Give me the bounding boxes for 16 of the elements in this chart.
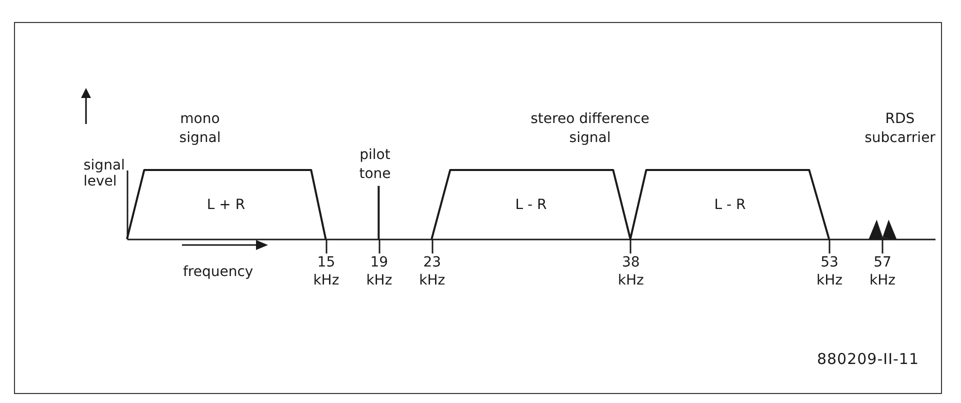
annotation: L - R bbox=[714, 197, 746, 213]
x-tick-label: 19 kHz bbox=[366, 254, 392, 288]
text: stereo difference signal bbox=[530, 111, 650, 146]
x-tick-label: 57 kHz bbox=[870, 254, 896, 288]
text: mono signal bbox=[179, 111, 221, 146]
x-tick-label: 38 kHz bbox=[618, 254, 644, 288]
x-tick-label: 23 kHz bbox=[419, 254, 446, 288]
text: RDS subcarrier bbox=[864, 111, 936, 146]
x-tick-label: 53 kHz bbox=[816, 254, 843, 288]
annotation: L + R bbox=[206, 197, 246, 213]
text: 880209-II-11 bbox=[816, 350, 919, 368]
annotation: pilot tone bbox=[359, 147, 391, 182]
x-tick-label: 15 kHz bbox=[313, 254, 340, 288]
x-axis-title: frequency bbox=[183, 264, 254, 280]
annotation: L - R bbox=[515, 197, 548, 213]
y-axis-title: signal level bbox=[84, 158, 125, 190]
